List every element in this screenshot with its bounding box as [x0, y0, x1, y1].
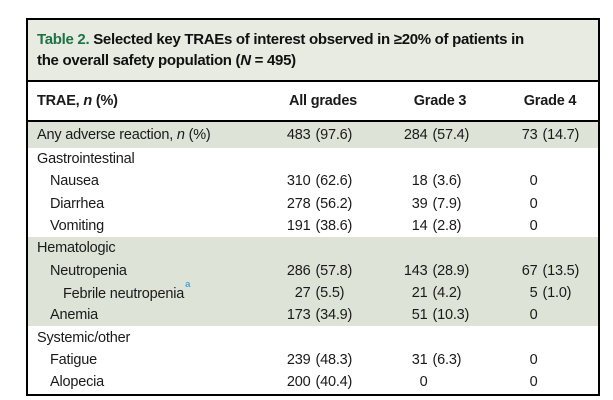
cell-grade-3: 21 (4.2) — [411, 284, 462, 301]
cell-grade-4: 0 — [529, 173, 538, 190]
table-caption-line2-end: = 495) — [250, 52, 296, 69]
traes-table: Table 2. Selected key TRAEs of interest … — [26, 18, 600, 396]
table-row: Gastrointestinal — [28, 148, 598, 171]
row-label: Fatigue — [50, 351, 97, 368]
table-row: Neutropenia 286 (57.8) 143 (28.9) 67 (13.5) — [28, 259, 598, 282]
row-label: Anemia — [50, 307, 98, 324]
cell-grade-3: 14 (2.8) — [411, 218, 462, 235]
table-header-row: TRAE, n (%) All grades Grade 3 Grade 4 — [28, 82, 598, 122]
cell-all-grades: 286 (57.8) — [286, 262, 353, 279]
cell-grade-4: 0 — [529, 351, 538, 368]
table-caption: Table 2. Selected key TRAEs of interest … — [28, 20, 598, 82]
footnote-marker: a — [185, 279, 191, 291]
cell-all-grades: 483 (97.6) — [286, 127, 353, 143]
table-row: Diarrhea 278 (56.2) 39 (7.9) 0 — [28, 192, 598, 215]
cell-grade-3: 39 (7.9) — [411, 195, 462, 212]
cell-grade-3: 18 (3.6) — [411, 173, 462, 190]
cell-grade-3: 284 (57.4) — [403, 127, 470, 143]
row-label: Vomiting — [50, 218, 105, 235]
table-caption-line2: the overall safety population ( — [37, 52, 241, 69]
cell-grade-4: 0 — [529, 374, 538, 391]
table-row: Fatigue 239 (48.3) 31 (6.3) 0 — [28, 348, 598, 371]
table-caption-line1: Selected key TRAEs of interest observed … — [93, 31, 524, 48]
cell-grade-3: 143 (28.9) — [403, 262, 470, 279]
caption-italic-n: N — [240, 52, 251, 69]
table-row: Hematologic — [28, 237, 598, 260]
cell-grade-4: 0 — [529, 218, 538, 235]
cell-all-grades: 191 (38.6) — [286, 218, 353, 235]
column-header-grade-3: Grade 3 — [413, 93, 467, 109]
cell-grade-4: 5 (1.0) — [529, 284, 572, 301]
cell-all-grades: 278 (56.2) — [286, 195, 353, 212]
cell-grade-4: 67 (13.5) — [521, 262, 580, 279]
table-row: Anemia 173 (34.9) 51 (10.3) 0 — [28, 304, 598, 327]
table-row: Nausea 310 (62.6) 18 (3.6) 0 — [28, 170, 598, 193]
table-row: Alopecia 200 (40.4) 0 0 — [28, 370, 598, 394]
cell-grade-3: 31 (6.3) — [411, 351, 462, 368]
table-row: Febrile neutropeniaa 27 (5.5) 21 (4.2) 5 (1.0) — [28, 279, 598, 305]
row-label: Systemic/other — [37, 329, 131, 346]
table-body: Any adverse reaction, n (%) 483 (97.6) 284(… — [28, 122, 598, 394]
row-label: Gastrointestinal — [37, 151, 135, 168]
cell-grade-4: 0 — [529, 195, 538, 212]
row-label: Febrile neutropeniaa — [63, 279, 191, 302]
row-label: Nausea — [50, 173, 99, 190]
column-header-grade-4: Grade 4 — [523, 93, 577, 109]
row-label: Any adverse reaction, n (%) — [37, 127, 211, 143]
cell-grade-4: 0 — [529, 307, 538, 324]
cell-all-grades: 310 (62.6) — [286, 173, 353, 190]
cell-all-grades: 173 (34.9) — [286, 307, 353, 324]
cell-all-grades: 200 (40.4) — [286, 374, 353, 391]
cell-grade-3: 51 (10.3) — [411, 307, 470, 324]
row-label: Neutropenia — [50, 262, 127, 279]
row-label: Diarrhea — [50, 195, 105, 212]
table-row: Any adverse reaction, n (%) 483 (97.6) 284(… — [28, 122, 598, 148]
table-row: Vomiting 191 (38.6) 14 (2.8) 0 — [28, 214, 598, 238]
table-number-label: Table 2. — [37, 31, 90, 48]
column-header-all-grades: All grades — [288, 93, 358, 109]
cell-all-grades: 239 (48.3) — [286, 351, 353, 368]
cell-grade-4: 73 (14.7) — [521, 127, 580, 143]
row-label: Hematologic — [37, 240, 116, 257]
column-header-trae: TRAE, n (%) — [37, 93, 118, 109]
cell-grade-3: 0 — [419, 374, 428, 391]
row-label: Alopecia — [50, 374, 105, 391]
table-row: Systemic/other — [28, 326, 598, 349]
cell-all-grades: 27 (5.5) — [294, 284, 345, 301]
